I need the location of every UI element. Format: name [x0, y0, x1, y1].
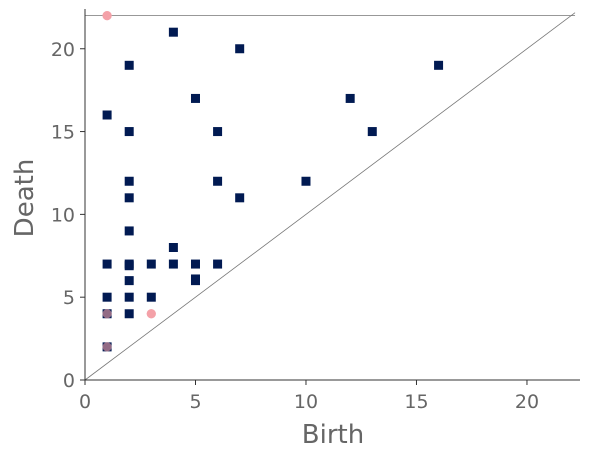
y-tick-label: 0 — [63, 370, 75, 392]
data-point-square — [124, 309, 134, 319]
x-axis-title: Birth — [302, 420, 364, 450]
data-point-square — [168, 259, 178, 269]
x-tick-label: 10 — [294, 391, 318, 413]
data-point-square — [102, 110, 112, 120]
x-tick-label: 5 — [189, 391, 201, 413]
data-point-square — [367, 127, 377, 137]
data-point-square — [190, 259, 200, 269]
data-point-square — [235, 193, 245, 203]
data-point-square — [235, 44, 245, 54]
data-point-square — [102, 259, 112, 269]
data-point-square — [124, 261, 134, 271]
data-point-square — [124, 292, 134, 302]
data-point-square — [146, 292, 156, 302]
data-point-square — [190, 93, 200, 103]
y-tick-label: 15 — [51, 122, 75, 144]
data-point-square — [124, 127, 134, 137]
x-tick-label: 0 — [79, 391, 91, 413]
data-point-square — [124, 193, 134, 203]
y-tick-label: 20 — [51, 39, 75, 61]
data-point-square — [168, 27, 178, 37]
data-point-square — [124, 60, 134, 70]
data-point-square — [213, 127, 223, 137]
data-point-square — [168, 243, 178, 252]
data-point-circle-overlay — [102, 11, 112, 21]
data-point-square — [102, 292, 112, 302]
x-tick-label: 20 — [515, 391, 539, 413]
data-point-circle-overlay — [102, 342, 112, 352]
data-point-square — [213, 176, 223, 186]
data-point-square — [124, 176, 134, 186]
data-point-square — [434, 60, 444, 70]
data-point-circle-overlay — [102, 309, 112, 319]
data-point-square — [301, 176, 311, 186]
y-tick-label: 5 — [63, 287, 75, 309]
data-point-circle-overlay — [146, 309, 156, 319]
data-point-square — [190, 276, 200, 286]
data-point-square — [124, 276, 134, 286]
data-point-square — [213, 259, 223, 269]
data-point-square — [124, 226, 134, 236]
diagonal-line — [84, 12, 576, 381]
y-tick-label: 10 — [51, 204, 75, 226]
data-point-square — [345, 93, 355, 103]
x-tick-label: 15 — [404, 391, 428, 413]
y-axis-title: Death — [10, 159, 40, 238]
data-point-square — [146, 259, 156, 269]
